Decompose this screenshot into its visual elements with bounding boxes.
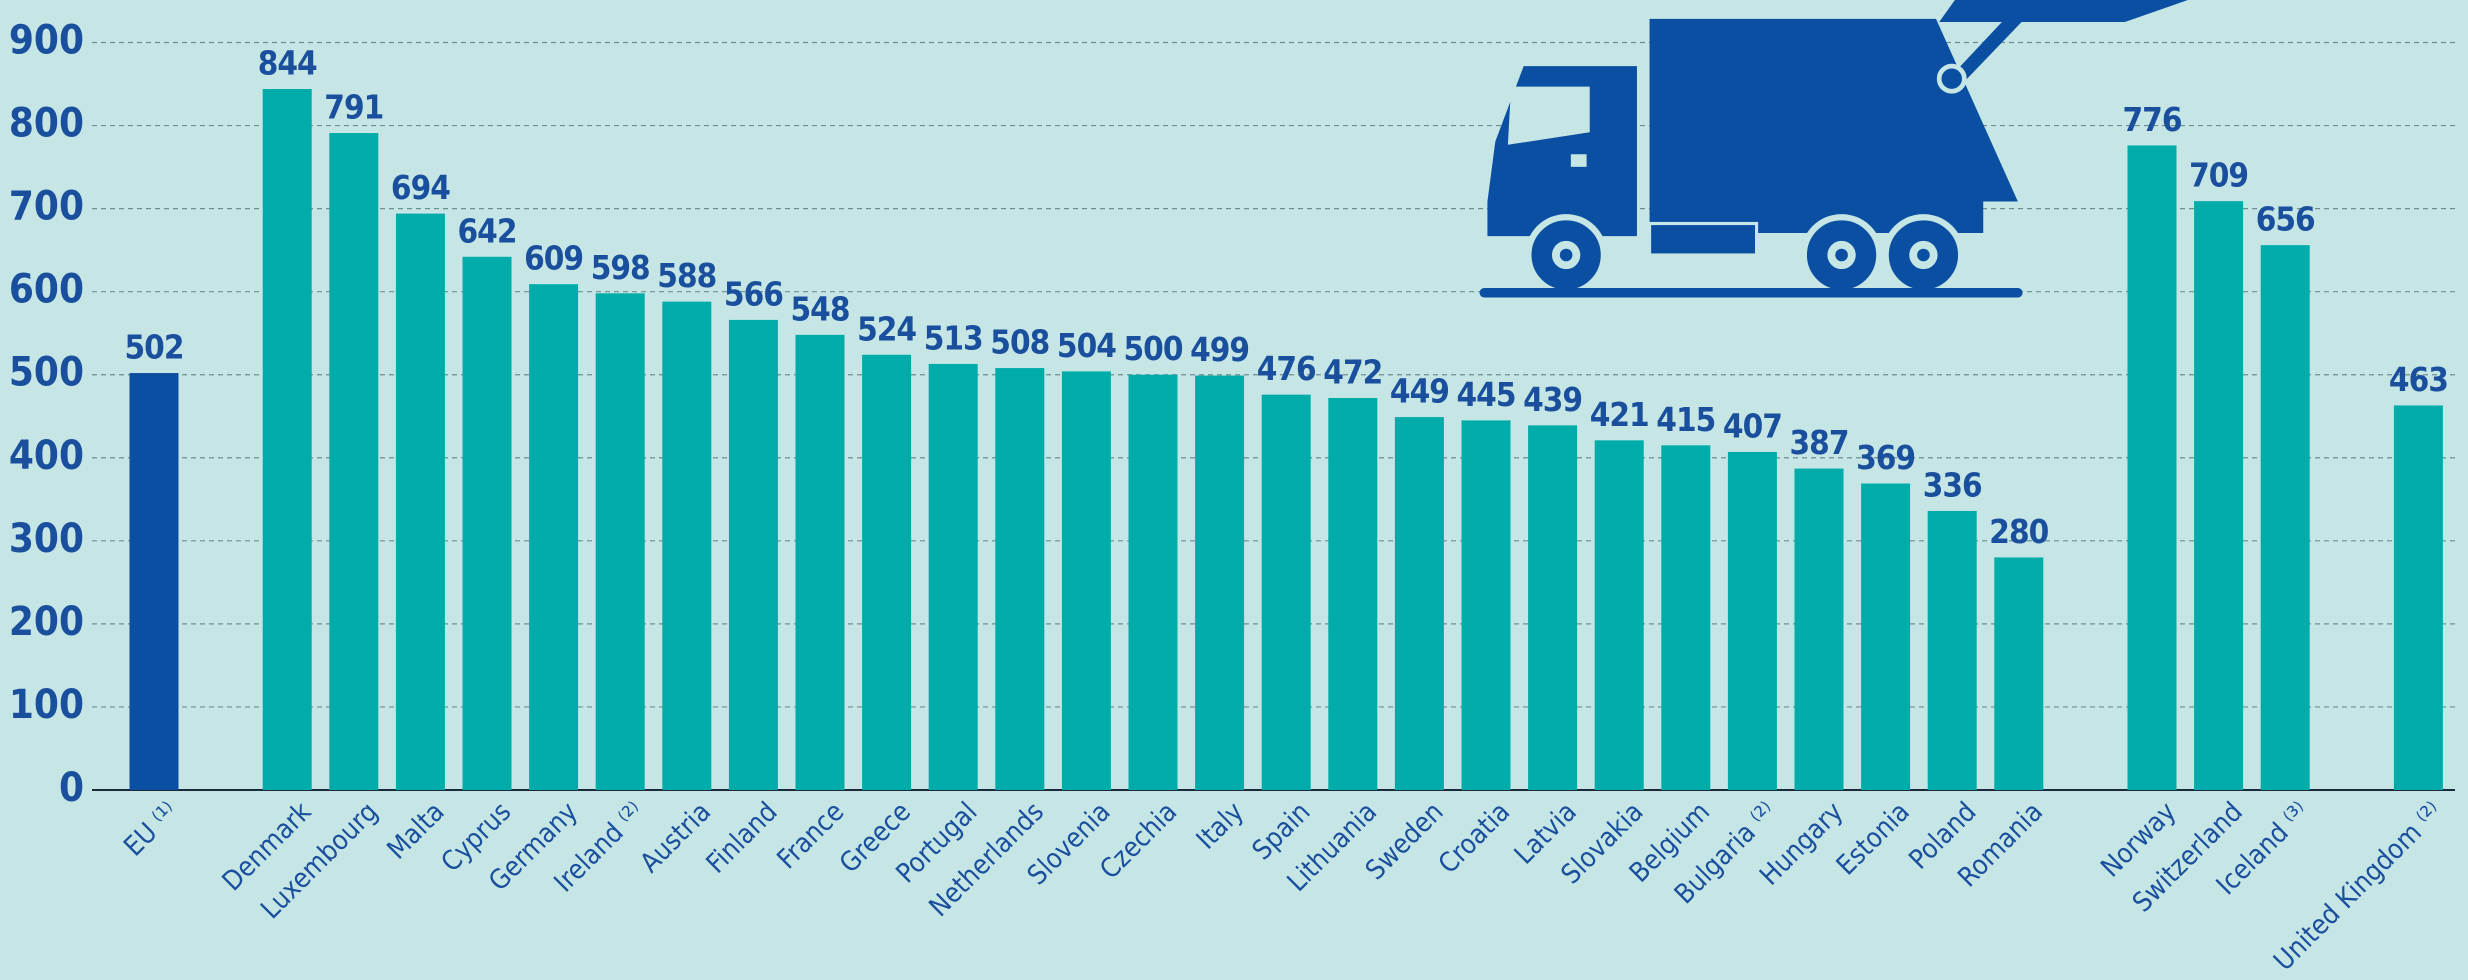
value-label: 472 [1323, 352, 1382, 391]
value-label: 609 [524, 239, 583, 278]
bar [929, 364, 978, 790]
bar [130, 373, 179, 790]
bar [2394, 405, 2443, 790]
value-label: 387 [1790, 423, 1849, 462]
y-tick-label: 300 [9, 516, 84, 562]
bar [1262, 395, 1311, 790]
value-label: 566 [724, 274, 783, 313]
y-tick-label: 800 [9, 101, 84, 147]
bar [1595, 440, 1644, 790]
value-label: 336 [1923, 465, 1982, 504]
bar [862, 355, 911, 790]
value-label: 791 [324, 88, 383, 127]
bar [1661, 445, 1710, 790]
value-label: 280 [1989, 512, 2048, 551]
value-label: 463 [2389, 360, 2448, 399]
bar [329, 133, 378, 790]
value-label: 548 [791, 289, 850, 328]
value-label: 445 [1457, 375, 1516, 414]
bar [1462, 420, 1511, 790]
value-label: 508 [990, 323, 1049, 362]
bar [1062, 371, 1111, 790]
value-label: 776 [2123, 100, 2182, 139]
y-tick-label: 500 [9, 350, 84, 396]
value-label: 476 [1257, 349, 1316, 388]
bar [662, 302, 711, 790]
value-label: 439 [1523, 380, 1582, 419]
bar [2194, 201, 2243, 790]
bar [596, 293, 645, 790]
y-tick-label: 700 [9, 184, 84, 230]
bar [1861, 484, 1910, 790]
value-label: 499 [1190, 330, 1249, 369]
value-label: 709 [2189, 156, 2248, 195]
y-tick-label: 0 [59, 765, 84, 811]
bar [1528, 425, 1577, 790]
bar [529, 284, 578, 790]
bar [1129, 375, 1178, 790]
value-label: 502 [125, 328, 184, 367]
value-label: 524 [857, 309, 916, 348]
bar [729, 320, 778, 790]
value-label: 694 [391, 168, 450, 207]
chart: 0100200300400500600700800900502EU ⁽¹⁾844… [0, 0, 2468, 980]
bar [2261, 245, 2310, 790]
value-label: 421 [1590, 395, 1649, 434]
bar [995, 368, 1044, 790]
value-label: 844 [258, 44, 317, 83]
bar [263, 89, 312, 790]
bar [396, 214, 445, 790]
y-tick-label: 600 [9, 267, 84, 313]
y-tick-label: 400 [9, 433, 84, 479]
bar [1928, 511, 1977, 790]
value-label: 449 [1390, 372, 1449, 411]
value-label: 415 [1656, 400, 1715, 439]
bar [1728, 452, 1777, 790]
y-tick-label: 200 [9, 599, 84, 645]
value-label: 500 [1124, 329, 1183, 368]
y-tick-label: 900 [9, 18, 84, 64]
value-label: 598 [591, 248, 650, 287]
bar [2128, 145, 2177, 790]
value-label: 513 [924, 318, 983, 357]
bar [463, 257, 512, 790]
bar [1328, 398, 1377, 790]
y-tick-label: 100 [9, 682, 84, 728]
bar [1395, 417, 1444, 790]
value-label: 369 [1856, 438, 1915, 477]
value-label: 504 [1057, 326, 1116, 365]
bar [1195, 376, 1244, 790]
value-label: 642 [458, 211, 517, 250]
value-label: 407 [1723, 406, 1782, 445]
bar [1795, 469, 1844, 790]
bar [796, 335, 845, 790]
bar [1994, 557, 2043, 790]
value-label: 588 [657, 256, 716, 295]
value-label: 656 [2256, 200, 2315, 239]
